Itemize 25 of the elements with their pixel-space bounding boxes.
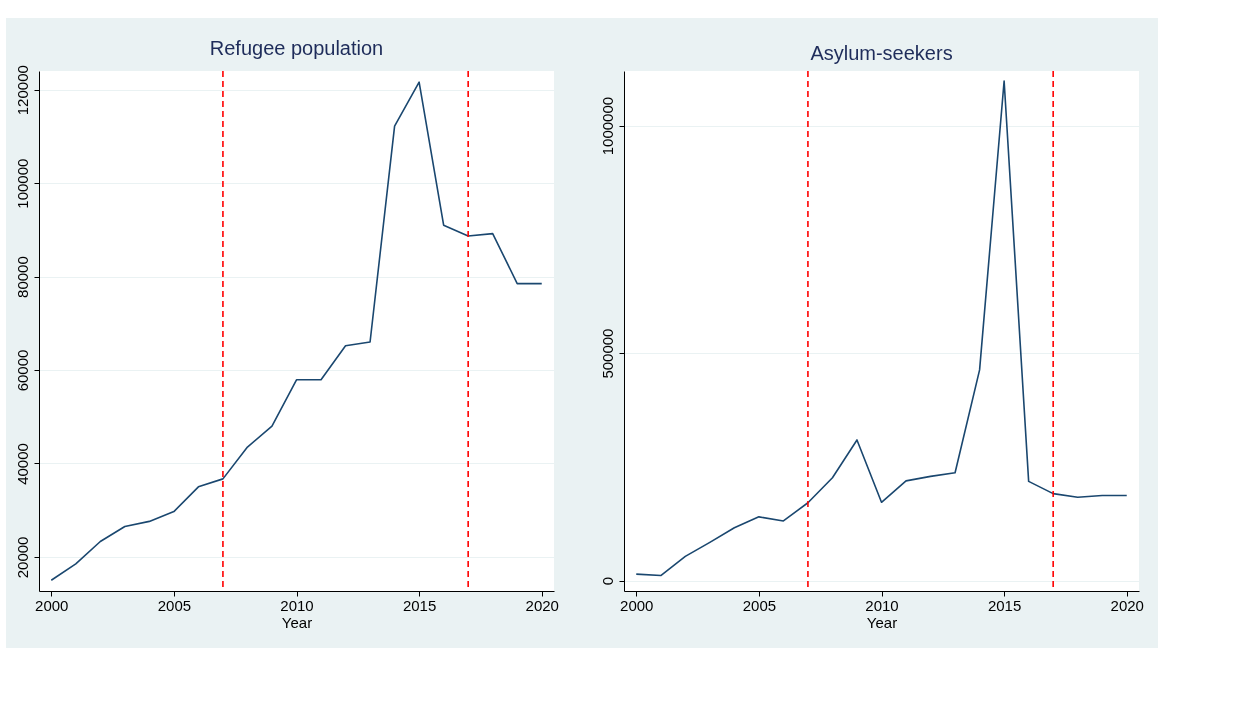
chart-title: Refugee population (209, 36, 384, 59)
x-axis-title: Year (866, 613, 898, 631)
x-tick-label: 2015 (987, 596, 1022, 614)
x-tick-label: 2020 (1110, 596, 1144, 614)
x-tick-label: 2020 (525, 596, 559, 614)
y-tick-label: 20000 (13, 536, 31, 579)
x-axis-title: Year (281, 613, 313, 631)
y-tick-label: 120000 (13, 65, 31, 116)
y-tick-label: 0 (598, 576, 616, 586)
x-tick-label: 2000 (620, 596, 654, 614)
x-tick-label: 2015 (402, 596, 437, 614)
chart-title: Asylum-seekers (810, 42, 953, 65)
y-tick-label: 1000000 (598, 96, 616, 156)
y-tick-label: 80000 (13, 256, 31, 298)
y-tick-label: 40000 (13, 443, 31, 485)
x-tick-label: 2010 (865, 596, 899, 614)
line-series (635, 80, 1128, 577)
y-tick-label: 60000 (13, 349, 31, 392)
x-tick-label: 2005 (157, 596, 192, 614)
x-tick-label: 2000 (35, 596, 69, 614)
y-tick-label: 500000 (598, 328, 616, 379)
line-series (50, 81, 543, 582)
y-tick-label: 100000 (13, 158, 31, 209)
x-tick-label: 2005 (742, 596, 777, 614)
x-tick-label: 2010 (280, 596, 314, 614)
